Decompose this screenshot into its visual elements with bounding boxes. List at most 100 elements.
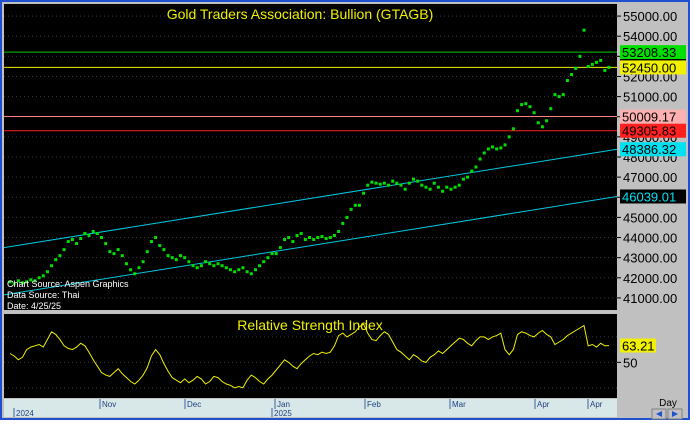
scroll-right-button[interactable]	[667, 408, 683, 420]
price-point	[316, 236, 320, 240]
price-point	[191, 264, 195, 268]
price-point	[228, 268, 232, 272]
year-label: 2024	[16, 409, 34, 418]
price-point	[258, 264, 262, 268]
price-point	[133, 272, 137, 276]
data-source-annotation: Data Source: Thai	[7, 290, 79, 300]
value-label: 49305.83	[622, 124, 676, 139]
price-point	[599, 58, 603, 62]
price-panel: Gold Traders Association: Bullion (GTAGB…	[3, 4, 618, 311]
value-label: 53208.33	[622, 45, 676, 60]
price-point	[441, 189, 445, 193]
price-point	[595, 60, 599, 64]
price-point	[545, 119, 549, 123]
price-point	[445, 185, 449, 189]
price-point	[158, 244, 162, 248]
price-point	[586, 64, 590, 68]
price-point	[374, 181, 378, 185]
time-axis: Nov Dec Jan Feb Mar Apr Apr 2024 2025	[4, 399, 617, 418]
price-point	[416, 179, 420, 183]
price-horizontal-levels	[4, 51, 617, 132]
price-point	[62, 248, 66, 252]
rsi-chart-title: Relative Strength Index	[237, 317, 383, 333]
price-point	[199, 264, 203, 268]
price-point	[578, 54, 582, 58]
price-point	[174, 258, 178, 262]
year-label: 2025	[274, 409, 292, 418]
price-point	[391, 179, 395, 183]
price-point	[124, 262, 128, 266]
price-point	[145, 250, 149, 254]
value-label-box	[620, 189, 686, 204]
price-point	[499, 146, 503, 150]
scroll-buttons[interactable]	[651, 408, 683, 420]
price-point	[287, 236, 291, 240]
price-point	[308, 236, 311, 240]
price-point	[582, 28, 586, 32]
date-annotation: Date: 4/25/25	[7, 301, 61, 311]
price-point	[70, 238, 74, 242]
price-point	[395, 181, 399, 185]
price-point	[50, 264, 54, 268]
price-point	[403, 187, 407, 191]
price-point	[220, 264, 224, 268]
price-point	[179, 254, 183, 258]
value-label: 50009.17	[622, 110, 676, 125]
price-point	[54, 258, 58, 262]
value-label: 52450.00	[622, 60, 676, 75]
price-point	[424, 185, 428, 189]
price-point	[461, 177, 465, 181]
price-point	[482, 151, 486, 155]
price-point	[436, 185, 440, 189]
price-point	[495, 147, 499, 151]
time-axis-label: Nov	[102, 400, 116, 409]
price-point	[590, 62, 594, 66]
time-axis-label: Apr	[590, 400, 603, 409]
price-point	[411, 177, 415, 181]
value-label-box	[620, 60, 686, 75]
price-point	[137, 266, 141, 270]
price-channel-lines	[3, 148, 618, 296]
scroll-left-button[interactable]	[651, 408, 667, 420]
value-label-box	[620, 123, 686, 138]
time-axis-label: Apr	[537, 400, 550, 409]
price-axis-tick-label: 44000.00	[623, 231, 677, 246]
price-point	[91, 229, 95, 233]
time-axis-strip	[4, 399, 617, 417]
price-point	[12, 282, 16, 286]
price-axis-tick-label: 42000.00	[623, 271, 677, 286]
value-label-box	[620, 45, 686, 60]
price-point	[270, 252, 274, 256]
price-point	[224, 266, 228, 270]
price-point	[58, 254, 62, 258]
price-point	[129, 268, 133, 272]
price-point	[241, 266, 245, 270]
price-axis-tick-label: 47000.00	[623, 170, 677, 185]
rsi-line	[9, 323, 610, 389]
time-axis-label: Jan	[277, 400, 290, 409]
price-point	[399, 183, 403, 187]
price-point	[337, 229, 341, 233]
rsi-panel: Relative Strength Index	[4, 314, 617, 398]
price-point	[520, 103, 524, 107]
price-point	[266, 256, 270, 260]
price-point	[312, 238, 316, 242]
price-point	[208, 262, 212, 266]
price-point	[507, 135, 511, 139]
price-point	[470, 169, 474, 173]
price-point	[41, 274, 45, 278]
price-point	[449, 187, 453, 191]
rsi-axis-tick-label: 50	[623, 355, 637, 370]
price-point	[108, 250, 112, 254]
price-point	[366, 183, 370, 187]
price-point	[466, 175, 470, 179]
chart-source-annotation: Chart Source: Aspen Graphics	[7, 279, 129, 289]
price-point	[511, 127, 515, 131]
price-point	[536, 121, 540, 125]
price-point	[486, 147, 490, 151]
price-point	[515, 109, 519, 113]
price-point	[561, 93, 565, 97]
price-axis-tick-label: 51000.00	[623, 90, 677, 105]
price-point	[345, 215, 349, 219]
price-point	[154, 236, 158, 240]
